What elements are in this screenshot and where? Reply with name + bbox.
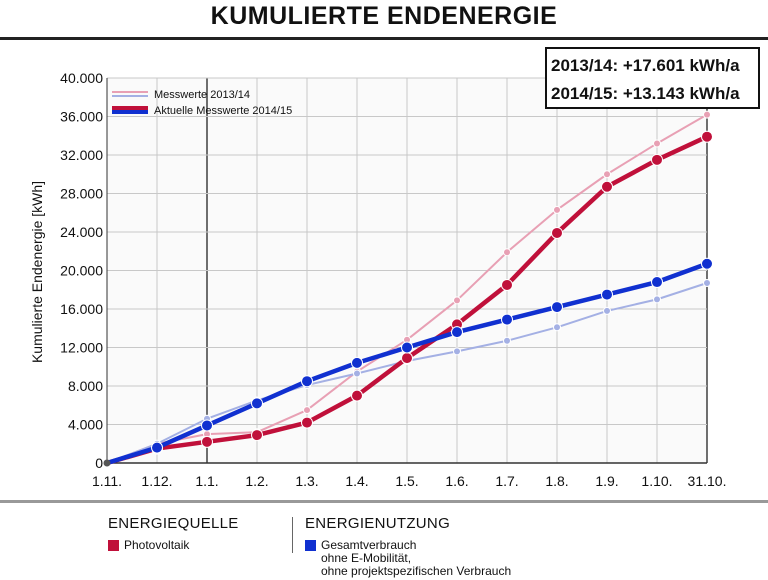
x-tick-label: 1.9. (595, 473, 618, 489)
legend-label: Aktuelle Messwerte 2014/15 (154, 105, 292, 117)
chart-legend: Messwerte 2013/14 Aktuelle Messwerte 2014… (112, 89, 292, 117)
x-tick-label: 1.2. (245, 473, 268, 489)
previous-data-point (703, 110, 711, 119)
y-tick-label: 36.000 (60, 109, 103, 125)
previous-data-point (453, 296, 461, 305)
x-tick-label: 1.5. (395, 473, 418, 489)
usage-line-1: Gesamtverbrauch (321, 538, 417, 552)
current-data-point (251, 397, 263, 410)
current-data-point (501, 313, 513, 326)
usage-line-3: ohne projektspezifischen Verbrauch (321, 564, 512, 578)
current-data-point (551, 301, 563, 314)
y-tick-label: 4.000 (68, 417, 103, 433)
page-title: KUMULIERTE ENDENERGIE (210, 2, 558, 30)
title-divider (0, 37, 768, 40)
previous-data-point (503, 336, 511, 345)
current-data-point (201, 435, 213, 448)
current-data-point (451, 326, 463, 339)
current-data-point (201, 419, 213, 432)
current-data-point (151, 441, 163, 454)
current-data-point (301, 375, 313, 388)
current-data-point (701, 257, 713, 270)
x-tick-label: 1.3. (295, 473, 318, 489)
current-data-point (401, 352, 413, 365)
current-data-point (251, 429, 263, 442)
previous-data-point (303, 406, 311, 415)
origin-point (103, 459, 111, 467)
current-data-point (351, 389, 363, 402)
previous-data-point (453, 347, 461, 356)
x-tick-label: 1.11. (92, 473, 122, 489)
previous-data-point (553, 205, 561, 214)
x-tick-label: 1.8. (545, 473, 568, 489)
current-data-point (601, 180, 613, 193)
x-tick-label: 31.10. (688, 473, 727, 489)
y-tick-label: 40.000 (60, 70, 103, 86)
current-data-point (551, 226, 563, 239)
series (103, 110, 713, 467)
current-data-point (351, 356, 363, 369)
usage-line-2: ohne E-Mobilität, (321, 551, 412, 565)
summary-2014-15: 2014/15: +13.143 kWh/a (551, 84, 740, 103)
y-tick-label: 0 (95, 455, 103, 471)
line-chart: 0 4.000 8.000 12.000 16.000 20.000 24.000 28.00… (29, 70, 726, 489)
previous-data-point (603, 306, 611, 315)
x-tick-label: 1.12. (141, 473, 172, 489)
legend-divider (292, 517, 293, 553)
y-tick-label: 12.000 (60, 340, 103, 356)
y-tick-label: 32.000 (60, 147, 103, 163)
y-tick-label: 24.000 (60, 224, 103, 240)
y-tick-label: 20.000 (60, 263, 103, 279)
current-data-point (601, 288, 613, 301)
y-axis-label: Kumulierte Endenergie [kWh] (29, 181, 45, 363)
x-tick-label: 1.10. (641, 473, 672, 489)
previous-data-point (503, 248, 511, 257)
photovoltaik-swatch (108, 540, 119, 551)
y-tick-label: 8.000 (68, 378, 103, 394)
y-tick-label: 16.000 (60, 301, 103, 317)
current-data-point (401, 341, 413, 354)
summary-box: 2013/14: +17.601 kWh/a 2014/15: +13.143 … (545, 47, 760, 109)
gesamtverbrauch-label: Gesamtverbrauch ohne E-Mobilität, ohne p… (321, 539, 511, 578)
energy-usage-heading: ENERGIENUTZUNG (305, 515, 451, 532)
y-tick-label: 28.000 (60, 186, 103, 202)
previous-data-point (553, 323, 561, 332)
current-data-point (501, 278, 513, 291)
grid (106, 77, 708, 464)
x-tick-label: 1.4. (345, 473, 368, 489)
summary-2013-14: 2013/14: +17.601 kWh/a (551, 56, 740, 75)
axes: 0 4.000 8.000 12.000 16.000 20.000 24.000 28.00… (60, 70, 726, 489)
previous-data-point (353, 369, 361, 378)
gesamtverbrauch-swatch (305, 540, 316, 551)
energy-source-heading: ENERGIEQUELLE (108, 515, 239, 532)
x-tick-label: 1.1. (195, 473, 218, 489)
current-data-point (651, 153, 663, 166)
legend-label: Messwerte 2013/14 (154, 89, 250, 101)
current-data-point (651, 276, 663, 289)
previous-data-point (653, 139, 661, 148)
x-tick-label: 1.6. (445, 473, 468, 489)
photovoltaik-label: Photovoltaik (124, 538, 190, 552)
footer-divider (0, 500, 768, 503)
previous-data-point (653, 295, 661, 304)
current-data-point (701, 130, 713, 143)
previous-data-point (603, 170, 611, 179)
current-data-point (301, 416, 313, 429)
previous-data-point (703, 279, 711, 288)
x-tick-label: 1.7. (495, 473, 518, 489)
